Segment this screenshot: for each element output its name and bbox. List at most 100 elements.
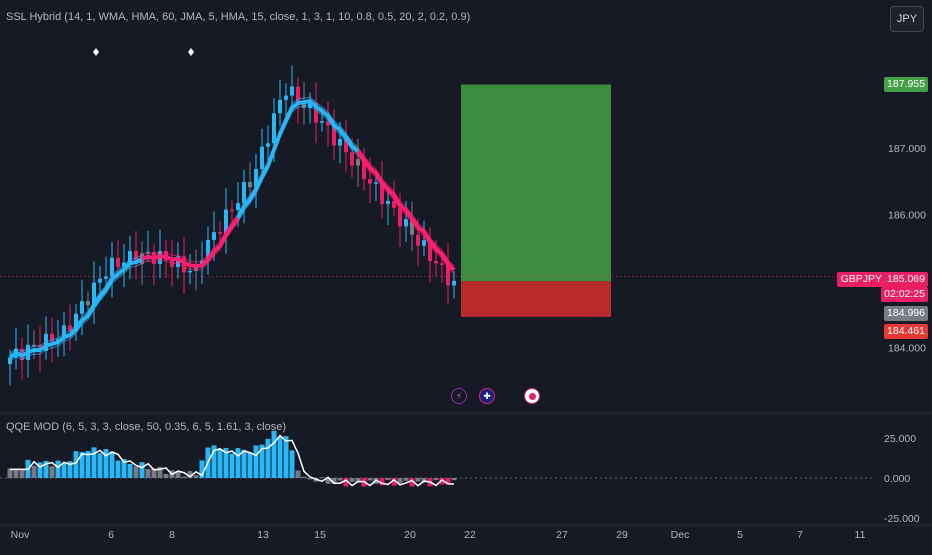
qqe-histogram-bar: [151, 468, 157, 478]
candle-body: [404, 219, 408, 227]
qqe-histogram-bar: [109, 451, 115, 478]
candle-body: [92, 282, 96, 306]
qqe-histogram-bar: [121, 459, 127, 478]
qqe-histogram-bar: [37, 462, 43, 478]
buy-signal-diamond: [188, 48, 194, 56]
lightning-icon[interactable]: ⚡: [451, 388, 467, 404]
ssl-baseline: [8, 257, 143, 360]
loss-zone: [461, 281, 611, 317]
candle-body: [230, 209, 234, 212]
ssl-baseline: [356, 150, 456, 272]
time-axis-label: 5: [737, 529, 743, 541]
candle-body: [392, 200, 396, 208]
qqe-histogram-bar: [289, 450, 295, 478]
candle-body: [440, 263, 444, 265]
qqe-histogram-bar: [175, 471, 181, 478]
qqe-histogram-bar: [445, 478, 451, 485]
entry-price-tag: 184.996: [884, 306, 928, 321]
candle-body: [302, 103, 306, 109]
ssl-indicator-title[interactable]: SSL Hybrid (14, 1, WMA, HMA, 60, JMA, 5,…: [6, 11, 471, 23]
candle-body: [452, 280, 456, 286]
time-axis-label: Nov: [11, 529, 30, 541]
price-tick-label: 184.000: [888, 343, 926, 355]
time-axis-label: 27: [556, 529, 568, 541]
qqe-histogram-bar: [391, 478, 397, 486]
time-axis-label: 20: [404, 529, 416, 541]
qqe-histogram-bar: [331, 478, 337, 484]
time-axis-label: 13: [257, 529, 269, 541]
qqe-histogram-bar: [127, 463, 133, 478]
qqe-histogram-bar: [193, 475, 199, 478]
candle-body: [80, 301, 84, 314]
qqe-histogram-bar: [253, 445, 259, 478]
candle-body: [356, 159, 360, 166]
qqe-histogram-bar: [49, 466, 55, 478]
qqe-histogram-bar: [451, 478, 457, 481]
time-axis-label: 8: [169, 529, 175, 541]
candle-body: [188, 270, 192, 273]
candle-body: [350, 152, 354, 166]
candle-body: [368, 179, 372, 184]
ssl-band-lower: [357, 155, 455, 275]
candle-body: [290, 86, 294, 96]
qqe-histogram-bar: [97, 453, 103, 478]
ssl-baseline: [236, 98, 360, 219]
candle-body: [86, 301, 90, 306]
candle-body: [134, 251, 138, 265]
qqe-histogram-bar: [157, 466, 163, 478]
target-icon[interactable]: [524, 388, 540, 404]
ssl-band-lower: [9, 262, 143, 362]
candle-body: [398, 207, 402, 227]
qqe-indicator-title[interactable]: QQE MOD (6, 5, 3, 3, close, 50, 0.35, 6,…: [6, 421, 287, 433]
qqe-histogram-bar: [415, 478, 421, 482]
qqe-histogram-bar: [409, 478, 415, 487]
qqe-histogram-bar: [13, 468, 19, 478]
candle-body: [272, 113, 276, 144]
qqe-histogram-bar: [211, 445, 217, 478]
qqe-histogram-bar: [133, 466, 139, 478]
candle-body: [260, 146, 264, 170]
qqe-histogram-bar: [343, 478, 349, 487]
qqe-histogram-bar: [421, 478, 427, 483]
qqe-histogram-bar: [247, 452, 253, 478]
candle-body: [194, 266, 198, 271]
qqe-histogram-bar: [55, 460, 61, 478]
candle-body: [116, 257, 120, 268]
candle-body: [344, 139, 348, 153]
qqe-histogram-bar: [91, 447, 97, 478]
qqe-histogram-bar: [67, 461, 73, 478]
candle-body: [374, 182, 378, 184]
qqe-histogram-bar: [217, 449, 223, 478]
candle-body: [380, 182, 384, 205]
candle-body: [416, 234, 420, 246]
qqe-histogram-bar: [139, 462, 145, 478]
candle-body: [218, 232, 222, 234]
candle-body: [248, 182, 252, 188]
candle-body: [74, 313, 78, 331]
time-axis-label: 22: [464, 529, 476, 541]
qqe-histogram-bar: [187, 471, 193, 478]
qqe-histogram-bar: [79, 452, 85, 478]
qqe-histogram-bar: [325, 478, 331, 484]
qqe-histogram-bar: [301, 476, 307, 478]
uk-flag-icon[interactable]: ✚: [479, 388, 495, 404]
candle-body: [68, 325, 72, 331]
candle-body: [110, 257, 114, 277]
qqe-histogram-bar: [241, 449, 247, 478]
candle-body: [254, 169, 258, 188]
qqe-histogram-bar: [19, 468, 25, 478]
time-axis-label: 29: [616, 529, 628, 541]
candle-body: [212, 232, 216, 240]
candle-body: [428, 240, 432, 262]
qqe-histogram-bar: [85, 451, 91, 478]
qqe-histogram-bar: [283, 436, 289, 478]
currency-button[interactable]: JPY: [890, 6, 924, 32]
time-axis-label: 6: [108, 529, 114, 541]
qqe-histogram-bar: [145, 468, 151, 478]
candle-body: [8, 357, 12, 365]
qqe-histogram-bar: [259, 444, 265, 478]
candle-body: [242, 182, 246, 204]
qqe-histogram-bar: [223, 447, 229, 478]
